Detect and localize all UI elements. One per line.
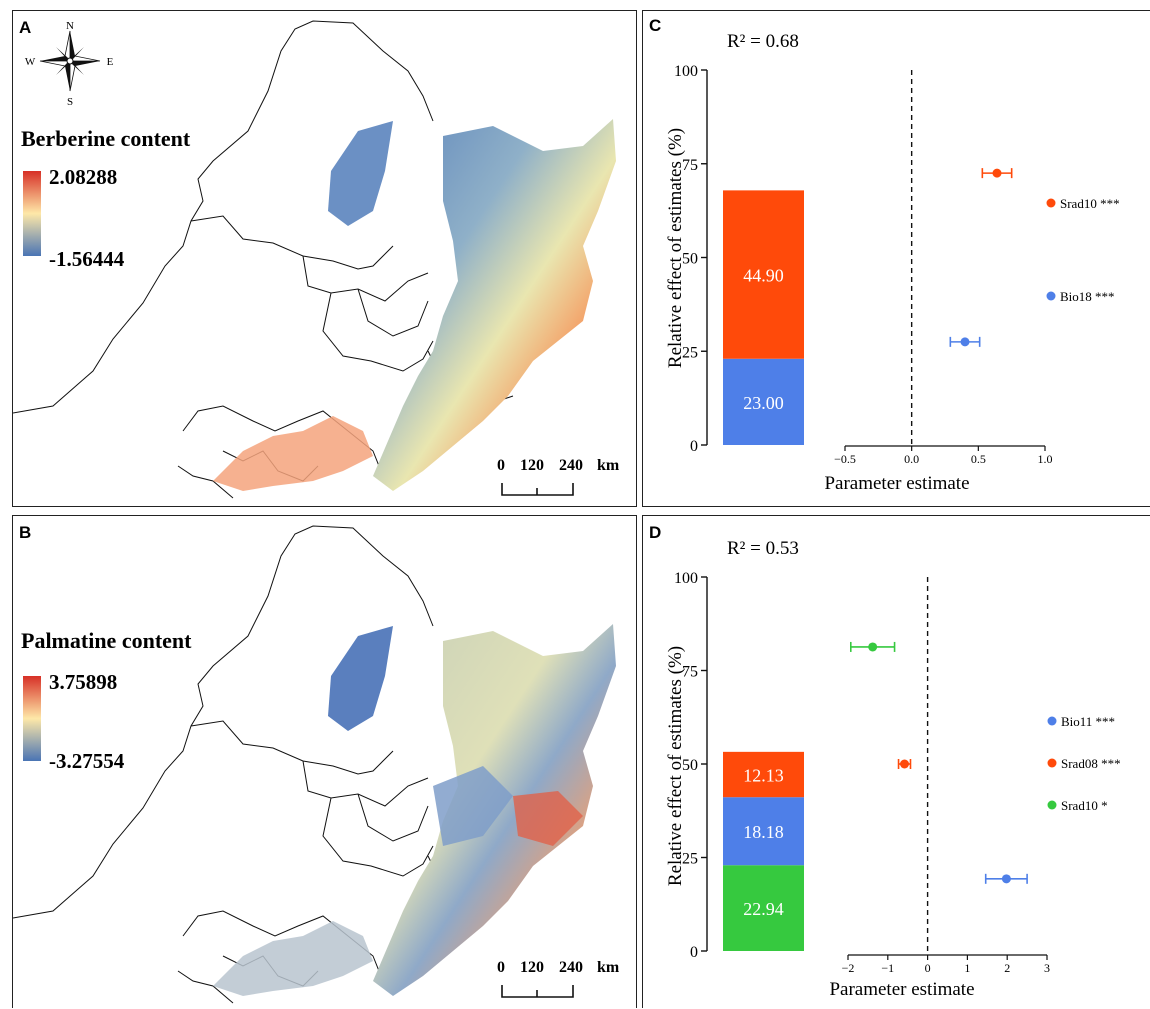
panel-label-c: C [649,16,661,35]
chart-d-stack-label-2: 12.13 [743,766,784,786]
compass-w: W [25,56,36,68]
compass-s: S [67,96,73,108]
scale-tick-240: 240 [559,457,583,474]
panel-label-d: D [649,523,661,542]
scale-tick-0: 0 [497,457,505,474]
chart-d-stack-label-1: 18.18 [743,822,784,842]
province-boundaries [13,20,514,499]
scale-unit: km [597,457,620,474]
compass-n: N [66,20,74,32]
chart-d-annotation: R² = 0.53 [727,538,799,559]
scale-bar: 0 120 240 km [497,457,620,496]
chart-c-svg: C R² = 0.68 Relative effect of estimates… [649,16,1120,494]
chart-d-xtick-label: 0 [925,961,931,975]
chart-c-stack-bar-1 [723,190,804,359]
chart-d-ytick-label: 25 [682,851,698,868]
chart-d-ytick-label: 100 [674,570,698,587]
chart-d-xtick-label: −2 [842,961,855,975]
chart-d-ytick-label: 75 [682,664,698,681]
chart-c-annotation: R² = 0.68 [727,31,799,52]
chart-d-svg: D R² = 0.53 Relative effect of estimates… [649,523,1121,1000]
legend-max-b: 3.75898 [49,670,117,694]
chart-d-xtick-label: −1 [881,961,894,975]
scale-tick-120-b: 120 [520,959,544,976]
chart-d-stack-bar-0 [723,865,804,951]
chart-c-legend-entry-1: Bio18 *** [1060,289,1115,304]
chart-d-stack-label-0: 22.94 [743,899,784,919]
chart-c-legend-entry-0: Srad10 *** [1060,196,1120,211]
scale-tick-120: 120 [520,457,544,474]
chart-c-stack-bar-0 [723,358,804,445]
map-panel-berberine: N S E W A Berberine content 2.08288 -1.5… [12,10,637,507]
legend-title-palmatine: Palmatine content [21,628,192,653]
chart-panel-d: D R² = 0.53 Relative effect of estimates… [642,515,1150,1008]
scale-unit-b: km [597,959,620,976]
chart-d-legend-marker-2 [1047,800,1057,810]
chart-d-ytick-label: 50 [682,757,698,774]
chart-c-xlabel: Parameter estimate [824,473,969,494]
compass-e: E [107,56,114,68]
chart-c-ytick-label: 50 [682,251,698,268]
legend-colorbar-b [23,676,41,761]
berberine-raster [373,119,616,491]
legend-title-berberine: Berberine content [21,126,191,151]
scale-tick-240-b: 240 [559,959,583,976]
chart-d-legend-marker-1 [1047,758,1057,768]
chart-c-ytick-label: 25 [682,344,698,361]
chart-c-xtick-label: −0.5 [834,452,856,466]
chart-c-xtick-label: 0.5 [971,452,986,466]
chart-c-xtick-label: 0.0 [904,452,919,466]
chart-d-point-2 [868,642,878,652]
chart-d-legend-marker-0 [1047,716,1057,726]
chart-c-ytick-label: 100 [674,63,698,80]
chart-c-ylabel: Relative effect of estimates (%) [665,128,686,368]
chart-c-legend-marker-1 [1046,291,1056,301]
legend-min: -1.56444 [49,247,125,271]
panel-label-a: A [19,18,31,37]
panel-label-b: B [19,523,31,542]
legend-colorbar [23,171,41,256]
chart-c-xtick-label: 1.0 [1038,452,1053,466]
chart-d-legend-entry-2: Srad10 * [1061,798,1108,813]
scale-tick-0-b: 0 [497,959,505,976]
chart-c-stack-label-1: 44.90 [743,266,784,286]
chart-c-point-0 [992,168,1002,178]
chart-c-stack-label-0: 23.00 [743,393,784,413]
chart-c-ytick-label: 0 [690,438,698,455]
compass-rose: N S E W [25,20,114,108]
chart-d-ytick-label: 0 [690,944,698,961]
legend-min-b: -3.27554 [49,749,125,773]
scale-bar-b: 0 120 240 km [497,959,620,998]
chart-panel-c: C R² = 0.68 Relative effect of estimates… [642,10,1150,507]
map-palmatine-svg: B Palmatine content 3.75898 -3.27554 0 1… [13,523,620,1004]
chart-d-point-0 [1001,874,1011,884]
chart-d-ylabel: Relative effect of estimates (%) [665,646,686,886]
chart-c-ytick-label: 75 [682,157,698,174]
chart-d-xlabel: Parameter estimate [829,979,974,1000]
chart-d-point-1 [900,759,910,769]
map-panel-palmatine: B Palmatine content 3.75898 -3.27554 0 1… [12,515,637,1008]
map-berberine-svg: N S E W A Berberine content 2.08288 -1.5… [13,18,620,499]
chart-d-stack-bar-1 [723,797,804,866]
chart-d-legend-entry-0: Bio11 *** [1061,714,1115,729]
chart-d-stack-bar-2 [723,751,804,798]
chart-d-legend-entry-1: Srad08 *** [1061,756,1121,771]
chart-d-xtick-label: 3 [1044,961,1050,975]
chart-c-point-1 [960,337,970,347]
legend-max: 2.08288 [49,165,117,189]
chart-d-xtick-label: 1 [964,961,970,975]
chart-c-legend-marker-0 [1046,198,1056,208]
chart-d-xtick-label: 2 [1004,961,1010,975]
